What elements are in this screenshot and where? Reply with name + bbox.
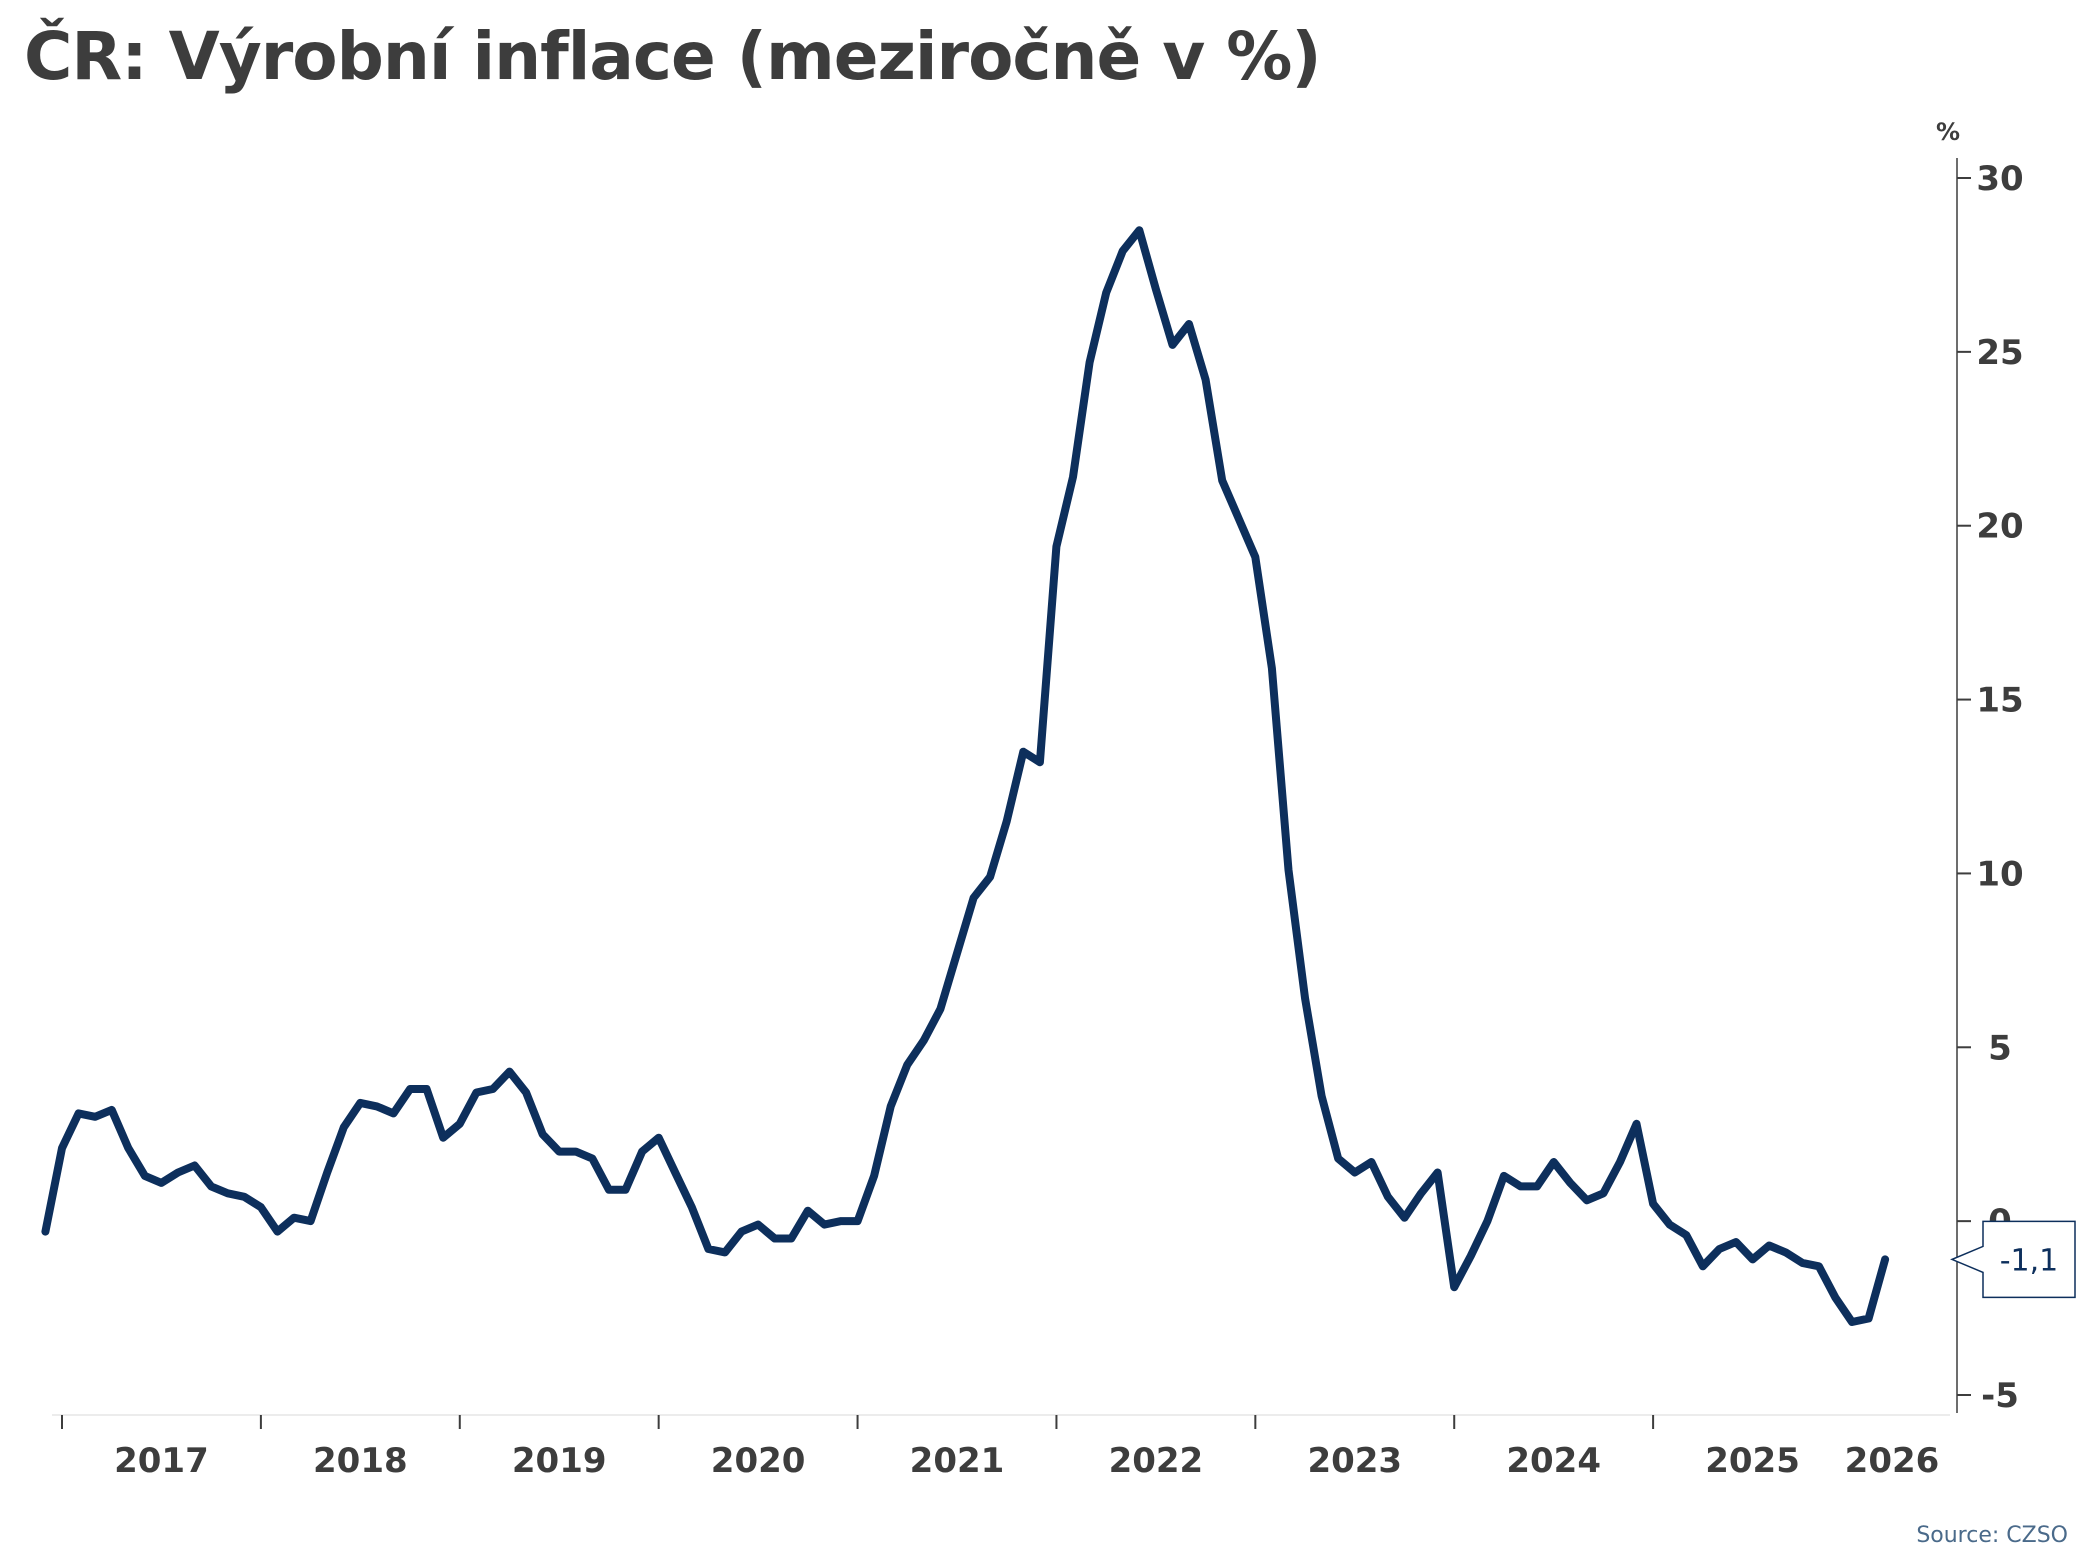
x-tick-label: 2018 <box>313 1441 408 1481</box>
source-note: Source: CZSO <box>1916 1523 2068 1548</box>
y-tick-label: -5 <box>1981 1376 2019 1416</box>
x-tick-label: 2017 <box>114 1441 209 1481</box>
x-tick-label: 2024 <box>1506 1441 1601 1481</box>
x-tick-label: 2019 <box>512 1441 607 1481</box>
y-tick-label: 5 <box>1988 1028 2012 1068</box>
y-tick-label: 10 <box>1976 854 2023 894</box>
y-tick-label: 25 <box>1976 333 2023 373</box>
x-tick-label: 2022 <box>1109 1441 1204 1481</box>
x-tick-label: 2020 <box>711 1441 806 1481</box>
x-tick-label: 2023 <box>1307 1441 1402 1481</box>
y-tick-label: 20 <box>1976 507 2023 547</box>
x-tick-label: 2025 <box>1705 1441 1800 1481</box>
series-line <box>41 226 1890 1326</box>
y-axis: %302520151050-5 <box>1936 118 2024 1416</box>
chart-title: ČR: Výrobní inflace (meziročně v %) <box>24 18 1322 95</box>
x-tick-label: 2026 <box>1845 1441 1940 1481</box>
last-value-callout: -1,1 <box>1950 1220 2076 1299</box>
y-tick-label: 30 <box>1976 159 2023 199</box>
series-layer <box>41 226 1890 1326</box>
callout-box <box>1950 1220 2076 1299</box>
x-tick-label: 2021 <box>910 1441 1005 1481</box>
x-axis: 2017 2018 2019 2020 2021 2022 2023 2024 2025 2026 <box>52 1414 1950 1481</box>
y-unit-label: % <box>1936 118 1960 146</box>
y-tick-label: 15 <box>1976 681 2023 721</box>
callout-label: -1,1 <box>2000 1243 2059 1278</box>
